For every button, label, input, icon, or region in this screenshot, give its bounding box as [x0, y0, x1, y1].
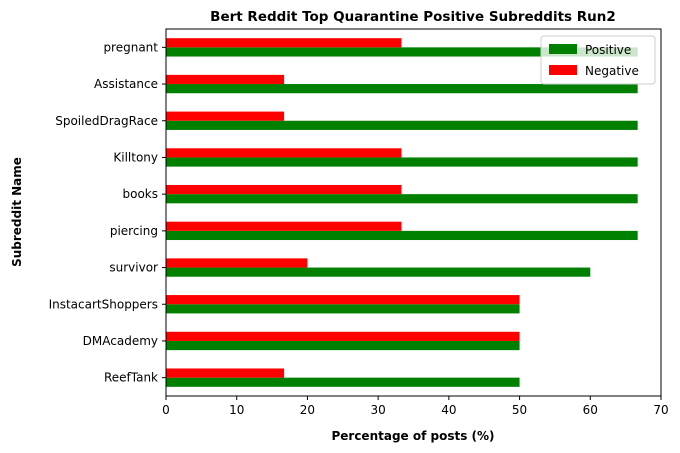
bar-positive-assistance — [166, 84, 638, 94]
bar-positive-instacartshoppers — [166, 304, 520, 314]
bar-negative-dmacademy — [166, 331, 520, 341]
chart-title: Bert Reddit Top Quarantine Positive Subr… — [210, 9, 616, 25]
x-tick-label: 20 — [300, 403, 315, 417]
bar-positive-spoileddragrace — [166, 120, 638, 130]
y-ticks-group: ReefTank DMAcademy InstacartShoppers surviv… — [49, 40, 166, 385]
y-tick-label: DMAcademy — [83, 334, 158, 348]
y-tick-label: SpoiledDragRace — [55, 114, 158, 128]
x-axis-label: Percentage of posts (%) — [331, 429, 494, 443]
bar-negative-piercing — [166, 221, 402, 231]
bars-group — [166, 38, 638, 387]
y-tick-label: Killtony — [113, 150, 158, 164]
legend-label-negative: Negative — [585, 64, 639, 78]
bar-positive-reeftank — [166, 377, 520, 387]
x-tick-label: 30 — [371, 403, 386, 417]
legend-swatch-positive — [549, 44, 577, 54]
bar-negative-instacartshoppers — [166, 295, 520, 305]
x-tick-label: 0 — [162, 403, 170, 417]
plot-frame — [165, 28, 662, 397]
bar-negative-books — [166, 184, 402, 195]
bar-positive-pregnant — [166, 47, 638, 57]
y-tick-label: pregnant — [103, 40, 158, 54]
x-tick-label: 70 — [653, 403, 668, 417]
y-tick-label: InstacartShoppers — [49, 297, 158, 311]
bar-negative-survivor — [166, 258, 308, 268]
bar-negative-pregnant — [166, 38, 402, 48]
y-tick-label: survivor — [109, 261, 158, 275]
bar-negative-reeftank — [166, 368, 285, 378]
x-tick-label: 10 — [229, 403, 244, 417]
bar-positive-books — [166, 194, 638, 204]
x-ticks-group: 0 10 20 30 40 50 60 70 — [162, 396, 669, 417]
bar-negative-spoileddragrace — [166, 111, 285, 121]
bar-positive-survivor — [166, 267, 591, 277]
bar-positive-dmacademy — [166, 340, 520, 351]
y-tick-label: books — [122, 187, 158, 201]
bar-positive-killtony — [166, 157, 638, 167]
y-tick-label: ReefTank — [104, 371, 158, 385]
x-tick-label: 40 — [441, 403, 456, 417]
legend-swatch-negative — [549, 65, 577, 75]
bar-negative-assistance — [166, 74, 285, 85]
legend: Positive Negative — [540, 35, 656, 85]
x-tick-label: 50 — [512, 403, 527, 417]
bar-negative-killtony — [166, 148, 402, 158]
x-tick-label: 60 — [583, 403, 598, 417]
y-tick-label: Assistance — [94, 77, 158, 91]
bar-positive-piercing — [166, 230, 638, 241]
legend-label-positive: Positive — [585, 43, 631, 57]
y-axis-label: Subreddit Name — [10, 157, 24, 267]
y-tick-label: piercing — [110, 224, 158, 238]
